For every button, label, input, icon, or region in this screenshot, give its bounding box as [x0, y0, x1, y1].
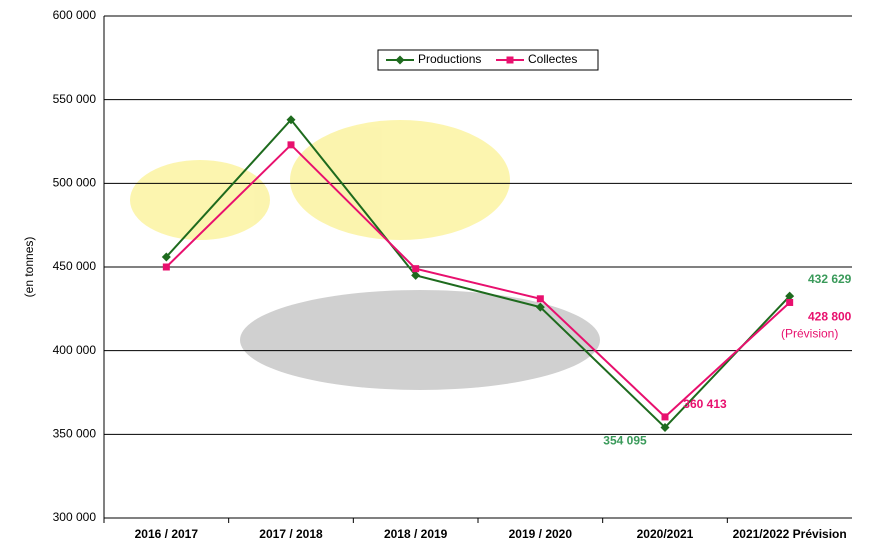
data-point — [662, 413, 669, 420]
y-axis-label: (en tonnes) — [22, 237, 36, 298]
y-tick-label: 600 000 — [53, 8, 97, 22]
y-tick-label: 500 000 — [53, 176, 97, 190]
x-tick-label: 2021/2022 Prévision — [733, 527, 847, 541]
data-label: 360 413 — [683, 397, 727, 411]
data-label: 432 629 — [808, 272, 852, 286]
data-point — [163, 264, 170, 271]
x-tick-label: 2018 / 2019 — [384, 527, 448, 541]
x-tick-label: 2020/2021 — [637, 527, 694, 541]
data-point — [288, 141, 295, 148]
data-label: 354 095 — [603, 434, 647, 448]
data-point — [412, 265, 419, 272]
y-tick-label: 450 000 — [53, 259, 97, 273]
y-tick-label: 300 000 — [53, 510, 97, 524]
data-point — [786, 299, 793, 306]
legend-marker — [507, 57, 514, 64]
chart: (en tonnes) 300 000 350 000 400 000 450 000… — [0, 0, 869, 545]
y-tick-label: 550 000 — [53, 92, 97, 106]
y-tick-label: 350 000 — [53, 427, 97, 441]
y-tick-label: 400 000 — [53, 343, 97, 357]
data-point — [537, 295, 544, 302]
legend-label: Productions — [418, 52, 481, 66]
legend-label: Collectes — [528, 52, 577, 66]
x-tick-label: 2019 / 2020 — [509, 527, 573, 541]
x-tick-label: 2016 / 2017 — [135, 527, 199, 541]
x-tick-label: 2017 / 2018 — [259, 527, 323, 541]
background-decoration — [130, 120, 600, 390]
annotation: (Prévision) — [781, 327, 838, 341]
data-label: 428 800 — [808, 310, 852, 324]
